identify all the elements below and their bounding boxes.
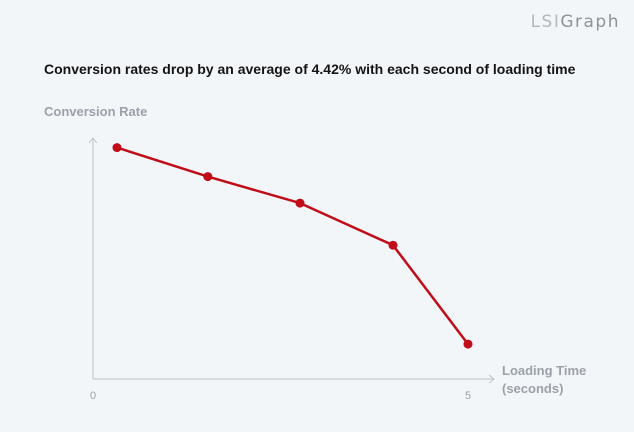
x-axis-label-line1: Loading Time [502,363,587,378]
brand-logo-part2: Graph [560,12,620,32]
brand-logo-part1: LSI [530,12,561,32]
data-point [112,143,122,153]
chart-title: Conversion rates drop by an average of 4… [44,61,576,77]
x-tick-label: 5 [465,390,471,402]
x-tick-label: 0 [90,390,96,402]
data-point [463,339,473,349]
series-conversion [112,143,473,349]
y-axis-label: Conversion Rate [44,104,148,119]
data-point [203,172,213,182]
series-line [115,146,470,346]
data-point [388,240,398,250]
brand-logo: LSIGraph [531,12,620,32]
x-axis-label: Loading Time (seconds) [502,362,586,398]
chart-axes [88,137,495,384]
x-axis-label-line2: (seconds) [502,381,564,396]
y-axis-arrow [88,137,98,144]
x-axis-arrow [488,374,495,384]
data-point [295,198,305,208]
